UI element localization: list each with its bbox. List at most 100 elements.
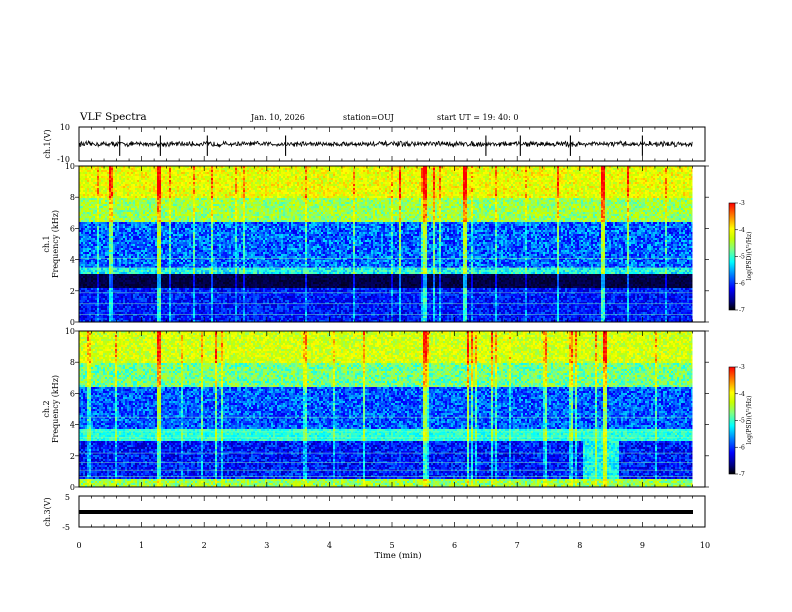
spectrogram-cell bbox=[103, 282, 105, 284]
spectrogram-cell bbox=[147, 190, 149, 192]
spectrogram-cell bbox=[85, 260, 87, 262]
spectrogram-cell bbox=[103, 230, 105, 232]
spectrogram-cell bbox=[157, 206, 159, 208]
spectrogram-cell bbox=[187, 178, 189, 180]
spectrogram-cell bbox=[167, 202, 169, 204]
spectrogram-cell bbox=[159, 318, 161, 320]
spectrogram-cell bbox=[109, 286, 111, 288]
spectrogram-cell bbox=[147, 226, 149, 228]
spectrogram-cell bbox=[165, 296, 167, 298]
spectrogram-cell bbox=[93, 244, 95, 246]
spectrogram-cell bbox=[127, 222, 129, 224]
spectrogram-cell bbox=[111, 296, 113, 298]
spectrogram-cell bbox=[127, 224, 129, 226]
spectrogram-cell bbox=[143, 168, 145, 170]
spectrogram-cell bbox=[185, 178, 187, 180]
spectrogram-cell bbox=[135, 240, 137, 242]
spectrogram-cell bbox=[165, 210, 167, 212]
spectrogram-cell bbox=[165, 190, 167, 192]
spectrogram-cell bbox=[123, 264, 125, 266]
spectrogram-cell bbox=[195, 308, 197, 310]
spectrogram-cell bbox=[113, 182, 115, 184]
spectrogram-cell bbox=[163, 282, 165, 284]
spectrogram-cell bbox=[161, 246, 163, 248]
spectrogram-cell bbox=[87, 210, 89, 212]
spectrogram-cell bbox=[145, 176, 147, 178]
spectrogram-cell bbox=[127, 216, 129, 218]
spectrogram-cell bbox=[195, 310, 197, 312]
spectrogram-cell bbox=[163, 272, 165, 274]
spectrogram-cell bbox=[157, 290, 159, 292]
spectrogram-cell bbox=[83, 272, 85, 274]
spectrogram-cell bbox=[119, 230, 121, 232]
spectrogram-cell bbox=[197, 218, 199, 220]
spectrogram-cell bbox=[175, 186, 177, 188]
spectrogram-cell bbox=[149, 186, 151, 188]
spectrogram-cell bbox=[85, 246, 87, 248]
spectrogram-cell bbox=[127, 212, 129, 214]
spectrogram-cell bbox=[91, 290, 93, 292]
spectrogram-cell bbox=[159, 310, 161, 312]
spectrogram-cell bbox=[183, 230, 185, 232]
spectrogram-cell bbox=[161, 178, 163, 180]
spectrogram-cell bbox=[199, 308, 201, 310]
spectrogram-cell bbox=[117, 230, 119, 232]
spectrogram-cell bbox=[167, 222, 169, 224]
spectrogram-cell bbox=[175, 272, 177, 274]
spectrogram-cell bbox=[103, 288, 105, 290]
spectrogram-cell bbox=[89, 298, 91, 300]
spectrogram-cell bbox=[95, 198, 97, 200]
spectrogram-cell bbox=[159, 298, 161, 300]
spectrogram-cell bbox=[81, 250, 83, 252]
spectrogram-cell bbox=[147, 224, 149, 226]
spectrogram-cell bbox=[95, 168, 97, 170]
spectrogram-cell bbox=[163, 182, 165, 184]
spectrogram-cell bbox=[163, 238, 165, 240]
spectrogram-cell bbox=[97, 288, 99, 290]
spectrogram-cell bbox=[137, 290, 139, 292]
spectrogram-cell bbox=[131, 310, 133, 312]
spectrogram-cell bbox=[155, 238, 157, 240]
spectrogram-cell bbox=[133, 184, 135, 186]
spectrogram-cell bbox=[107, 304, 109, 306]
spectrogram-cell bbox=[189, 252, 191, 254]
spectrogram-cell bbox=[149, 310, 151, 312]
spectrogram-cell bbox=[191, 294, 193, 296]
spectrogram-cell bbox=[189, 230, 191, 232]
spectrogram-cell bbox=[109, 208, 111, 210]
spectrogram-cell bbox=[99, 256, 101, 258]
spectrogram-cell bbox=[93, 278, 95, 280]
spectrogram-cell bbox=[193, 250, 195, 252]
spectrogram-cell bbox=[155, 318, 157, 320]
spectrogram-cell bbox=[97, 256, 99, 258]
spectrogram-cell bbox=[147, 186, 149, 188]
spectrogram-cell bbox=[171, 176, 173, 178]
spectrogram-cell bbox=[129, 312, 131, 314]
spectrogram-cell bbox=[139, 224, 141, 226]
spectrogram-cell bbox=[143, 186, 145, 188]
spectrogram-cell bbox=[183, 286, 185, 288]
spectrogram-cell bbox=[193, 312, 195, 314]
spectrogram-cell bbox=[153, 280, 155, 282]
spectrogram-cell bbox=[97, 240, 99, 242]
spectrogram-cell bbox=[121, 236, 123, 238]
spectrogram-cell bbox=[171, 192, 173, 194]
spectrogram-cell bbox=[127, 200, 129, 202]
spectrogram-cell bbox=[161, 188, 163, 190]
spectrogram-cell bbox=[91, 288, 93, 290]
spectrogram-cell bbox=[143, 208, 145, 210]
spectrogram-cell bbox=[161, 240, 163, 242]
spectrogram-cell bbox=[121, 232, 123, 234]
spectrogram-cell bbox=[123, 298, 125, 300]
spectrogram-cell bbox=[97, 172, 99, 174]
spectrogram-cell bbox=[125, 204, 127, 206]
spectrogram-cell bbox=[155, 206, 157, 208]
spectrogram-cell bbox=[163, 306, 165, 308]
spectrogram-cell bbox=[123, 232, 125, 234]
spectrogram-cell bbox=[143, 306, 145, 308]
spectrogram-cell bbox=[127, 184, 129, 186]
spectrogram-cell bbox=[181, 168, 183, 170]
spectrogram-cell bbox=[149, 306, 151, 308]
spectrogram-cell bbox=[87, 252, 89, 254]
spectrogram-cell bbox=[155, 282, 157, 284]
